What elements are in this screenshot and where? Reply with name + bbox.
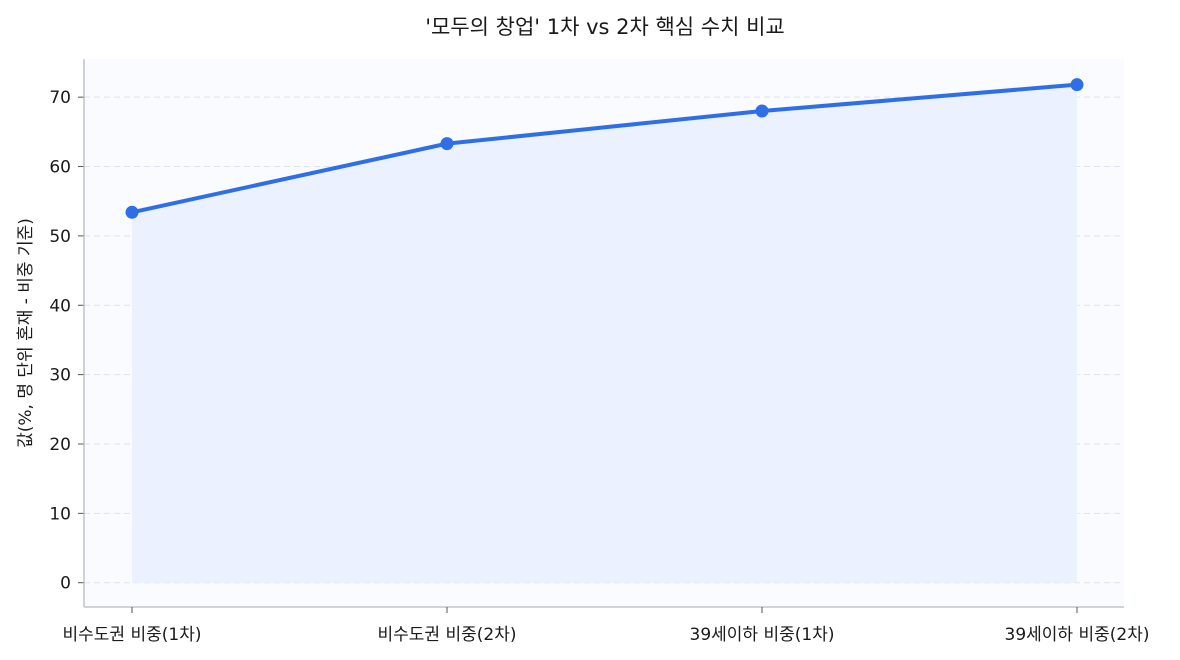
series-line-layer bbox=[130, 82, 1079, 215]
x-tick-label: 39세이하 비중(1차) bbox=[690, 625, 835, 645]
y-tick-label: 10 bbox=[49, 504, 71, 524]
chart-title: '모두의 창업' 1차 vs 2차 핵심 수치 비교 bbox=[425, 15, 785, 39]
y-tick-label: 50 bbox=[49, 227, 71, 247]
axes bbox=[78, 59, 1124, 613]
y-tick-label: 60 bbox=[49, 158, 71, 178]
x-tick-label: 39세이하 비중(2차) bbox=[1005, 625, 1150, 645]
y-axis-label: 값(%, 명 단위 혼재 - 비중 기준) bbox=[16, 218, 36, 448]
y-tick-label: 70 bbox=[49, 88, 71, 108]
area-fill-layer bbox=[132, 84, 1077, 583]
y-tick-label: 40 bbox=[49, 296, 71, 316]
series-line bbox=[130, 82, 1079, 215]
data-point bbox=[755, 104, 769, 118]
data-point bbox=[440, 137, 454, 151]
x-tick-label: 비수도권 비중(1차) bbox=[63, 625, 202, 645]
data-points bbox=[125, 78, 1084, 219]
y-tick-label: 20 bbox=[49, 435, 71, 455]
y-tick-label: 30 bbox=[49, 366, 71, 386]
y-tick-label: 0 bbox=[60, 574, 71, 594]
data-point bbox=[125, 205, 139, 219]
data-point bbox=[1070, 78, 1084, 92]
x-tick-label: 비수도권 비중(2차) bbox=[378, 625, 517, 645]
series-area bbox=[132, 84, 1077, 583]
tick-labels: 0 10 20 30 40 50 60 70 비수도권 비중(1차) 비수도권 비중(2차) 39세… bbox=[49, 88, 1149, 645]
